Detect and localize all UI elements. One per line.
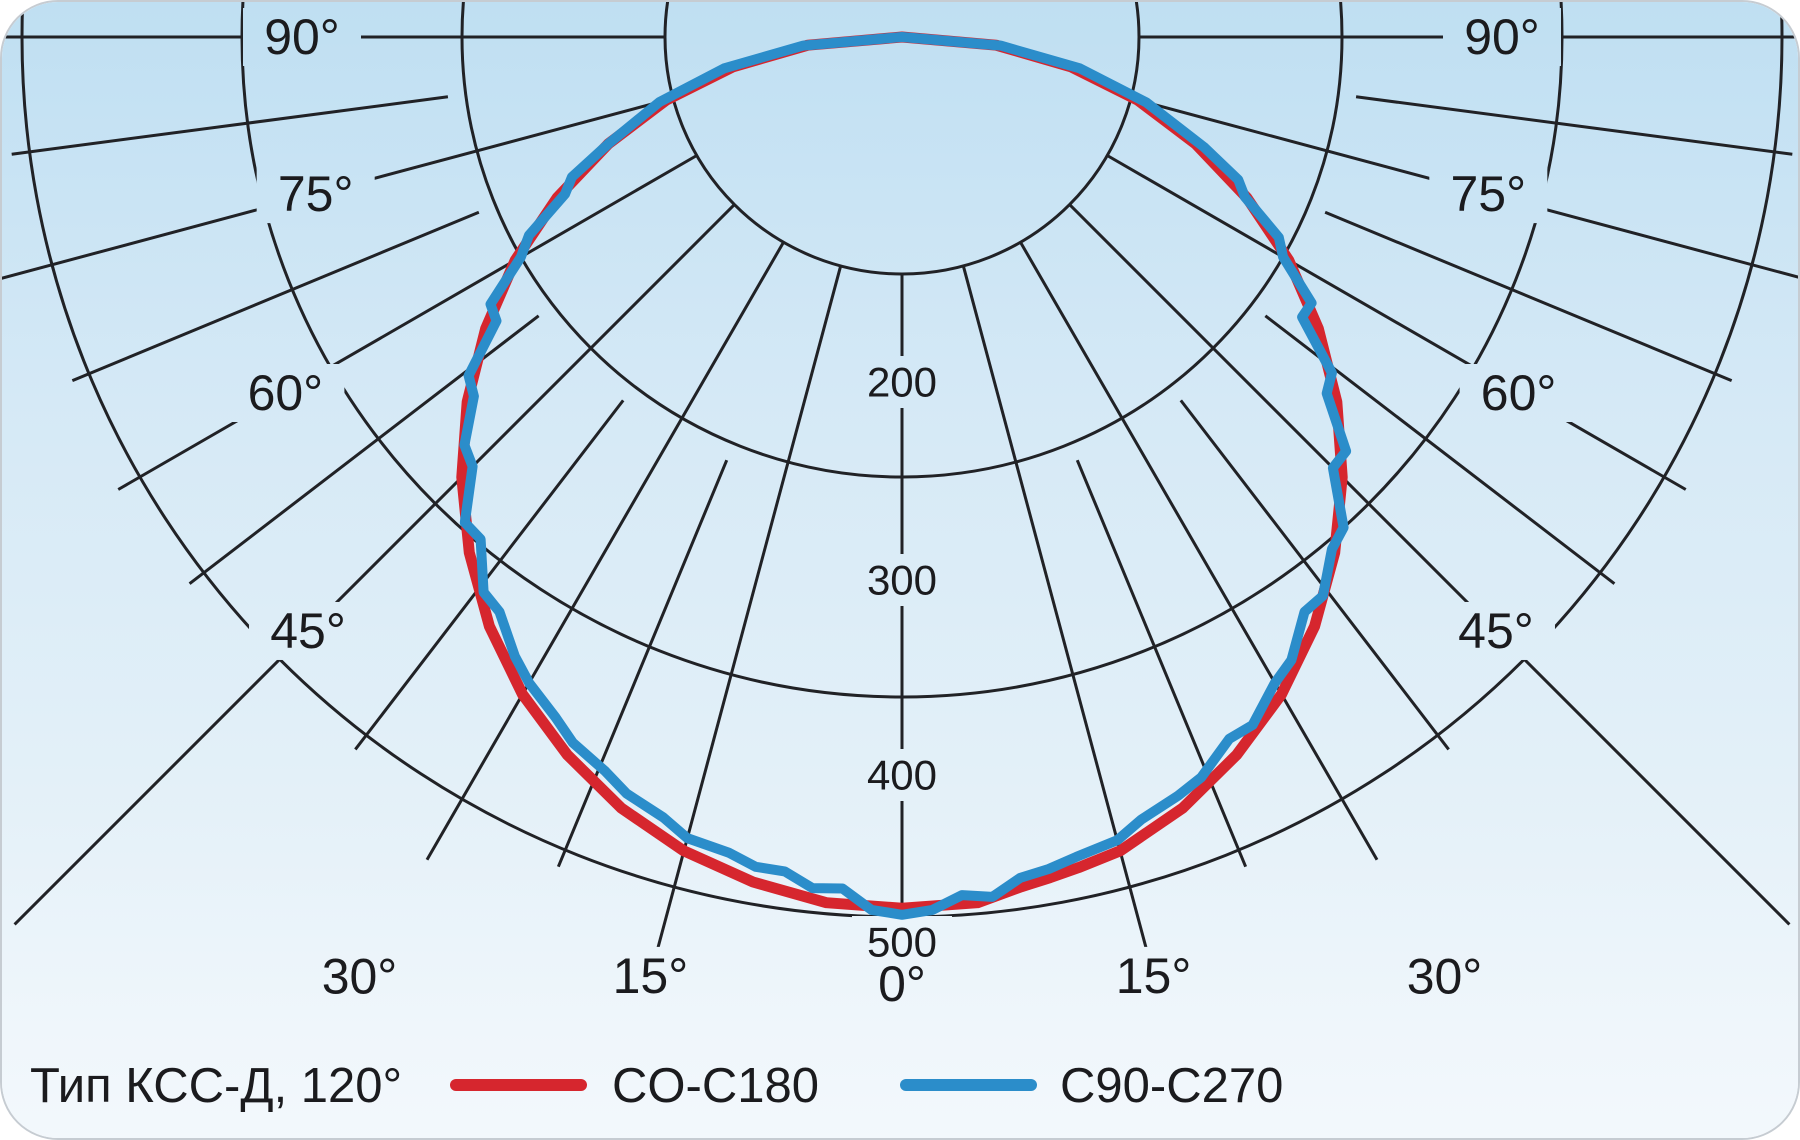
angle-minor-tick-right-37.5 (1179, 399, 1450, 751)
angle-label-right-45-halo (1436, 601, 1555, 660)
radius-label-500-halo (852, 916, 952, 968)
legend: Тип КСС-Д, 120° CO-C180 C90-C270 (30, 1059, 1283, 1113)
angle-label-left-30: 30° (322, 949, 398, 1005)
curve-c90-c270 (459, 32, 1352, 920)
angle-label-left-90: 90° (264, 9, 340, 65)
angle-minor-tick-right-67.5 (1324, 210, 1733, 383)
radius-label-400-halo (852, 749, 952, 801)
angle-ray-left-30 (425, 241, 785, 861)
angle-label-left-75: 75° (278, 166, 354, 222)
angle-label-right-60: 60° (1481, 365, 1557, 421)
polar-grid (2, 2, 1798, 956)
legend-label-c0-c180: CO-C180 (612, 1059, 819, 1113)
angle-ray-right-30 (1019, 241, 1379, 861)
angle-label-left-15-halo (591, 946, 710, 1005)
angle-minor-tick-right-82.5 (1355, 95, 1793, 156)
legend-swatch-c90-c270 (900, 1079, 1037, 1091)
axis-labels: 90° 75° 60° 45° 30° 15° 0° 15° 30° 45° 60° 75° 90° 20… (248, 9, 1557, 1012)
angle-minor-tick-left-37.5 (354, 399, 625, 751)
angle-label-right-60-halo (1459, 364, 1578, 422)
label-halos (226, 8, 1578, 1013)
angle-label-left-45: 45° (270, 603, 346, 659)
legend-label-c90-c270: C90-C270 (1060, 1059, 1283, 1113)
radius-label-300-halo (852, 554, 952, 606)
angle-minor-tick-left-82.5 (11, 95, 449, 156)
angle-ray-right-45 (1068, 203, 1791, 926)
radius-label-300: 300 (867, 556, 937, 603)
angle-minor-tick-right-22.5 (1075, 459, 1248, 868)
angle-label-left-30-halo (300, 947, 419, 1006)
angle-label-0: 0° (878, 956, 926, 1012)
legend-swatch-c0-c180 (450, 1079, 587, 1091)
angle-label-right-75: 75° (1451, 166, 1527, 222)
angle-label-left-45-halo (249, 601, 368, 660)
angle-ray-left-45 (13, 203, 736, 926)
angle-label-right-45: 45° (1458, 603, 1534, 659)
angle-label-right-30: 30° (1407, 949, 1483, 1005)
legend-type-label: Тип КСС-Д, 120° (30, 1059, 402, 1113)
radius-label-500: 500 (867, 918, 937, 965)
angle-label-left-60: 60° (248, 365, 324, 421)
angle-label-right-15-halo (1094, 946, 1213, 1005)
angle-label-right-30-halo (1385, 947, 1504, 1006)
radius-label-200-halo (852, 356, 952, 408)
angle-label-right-90: 90° (1464, 9, 1540, 65)
angle-ray-right-60 (1106, 154, 1687, 491)
angle-label-left-15: 15° (613, 948, 689, 1004)
angle-label-left-60-halo (226, 364, 345, 422)
angle-ray-left-60 (117, 154, 698, 491)
angle-label-right-90-halo (1443, 8, 1561, 66)
angle-minor-tick-left-22.5 (556, 459, 729, 868)
angle-label-right-15: 15° (1116, 948, 1192, 1004)
radius-label-400: 400 (867, 751, 937, 798)
radius-label-200: 200 (867, 358, 937, 405)
angle-minor-tick-left-67.5 (71, 210, 480, 383)
angle-label-right-75-halo (1429, 165, 1548, 224)
angle-label-left-90-halo (243, 8, 361, 66)
angle-label-left-75-halo (256, 165, 375, 224)
